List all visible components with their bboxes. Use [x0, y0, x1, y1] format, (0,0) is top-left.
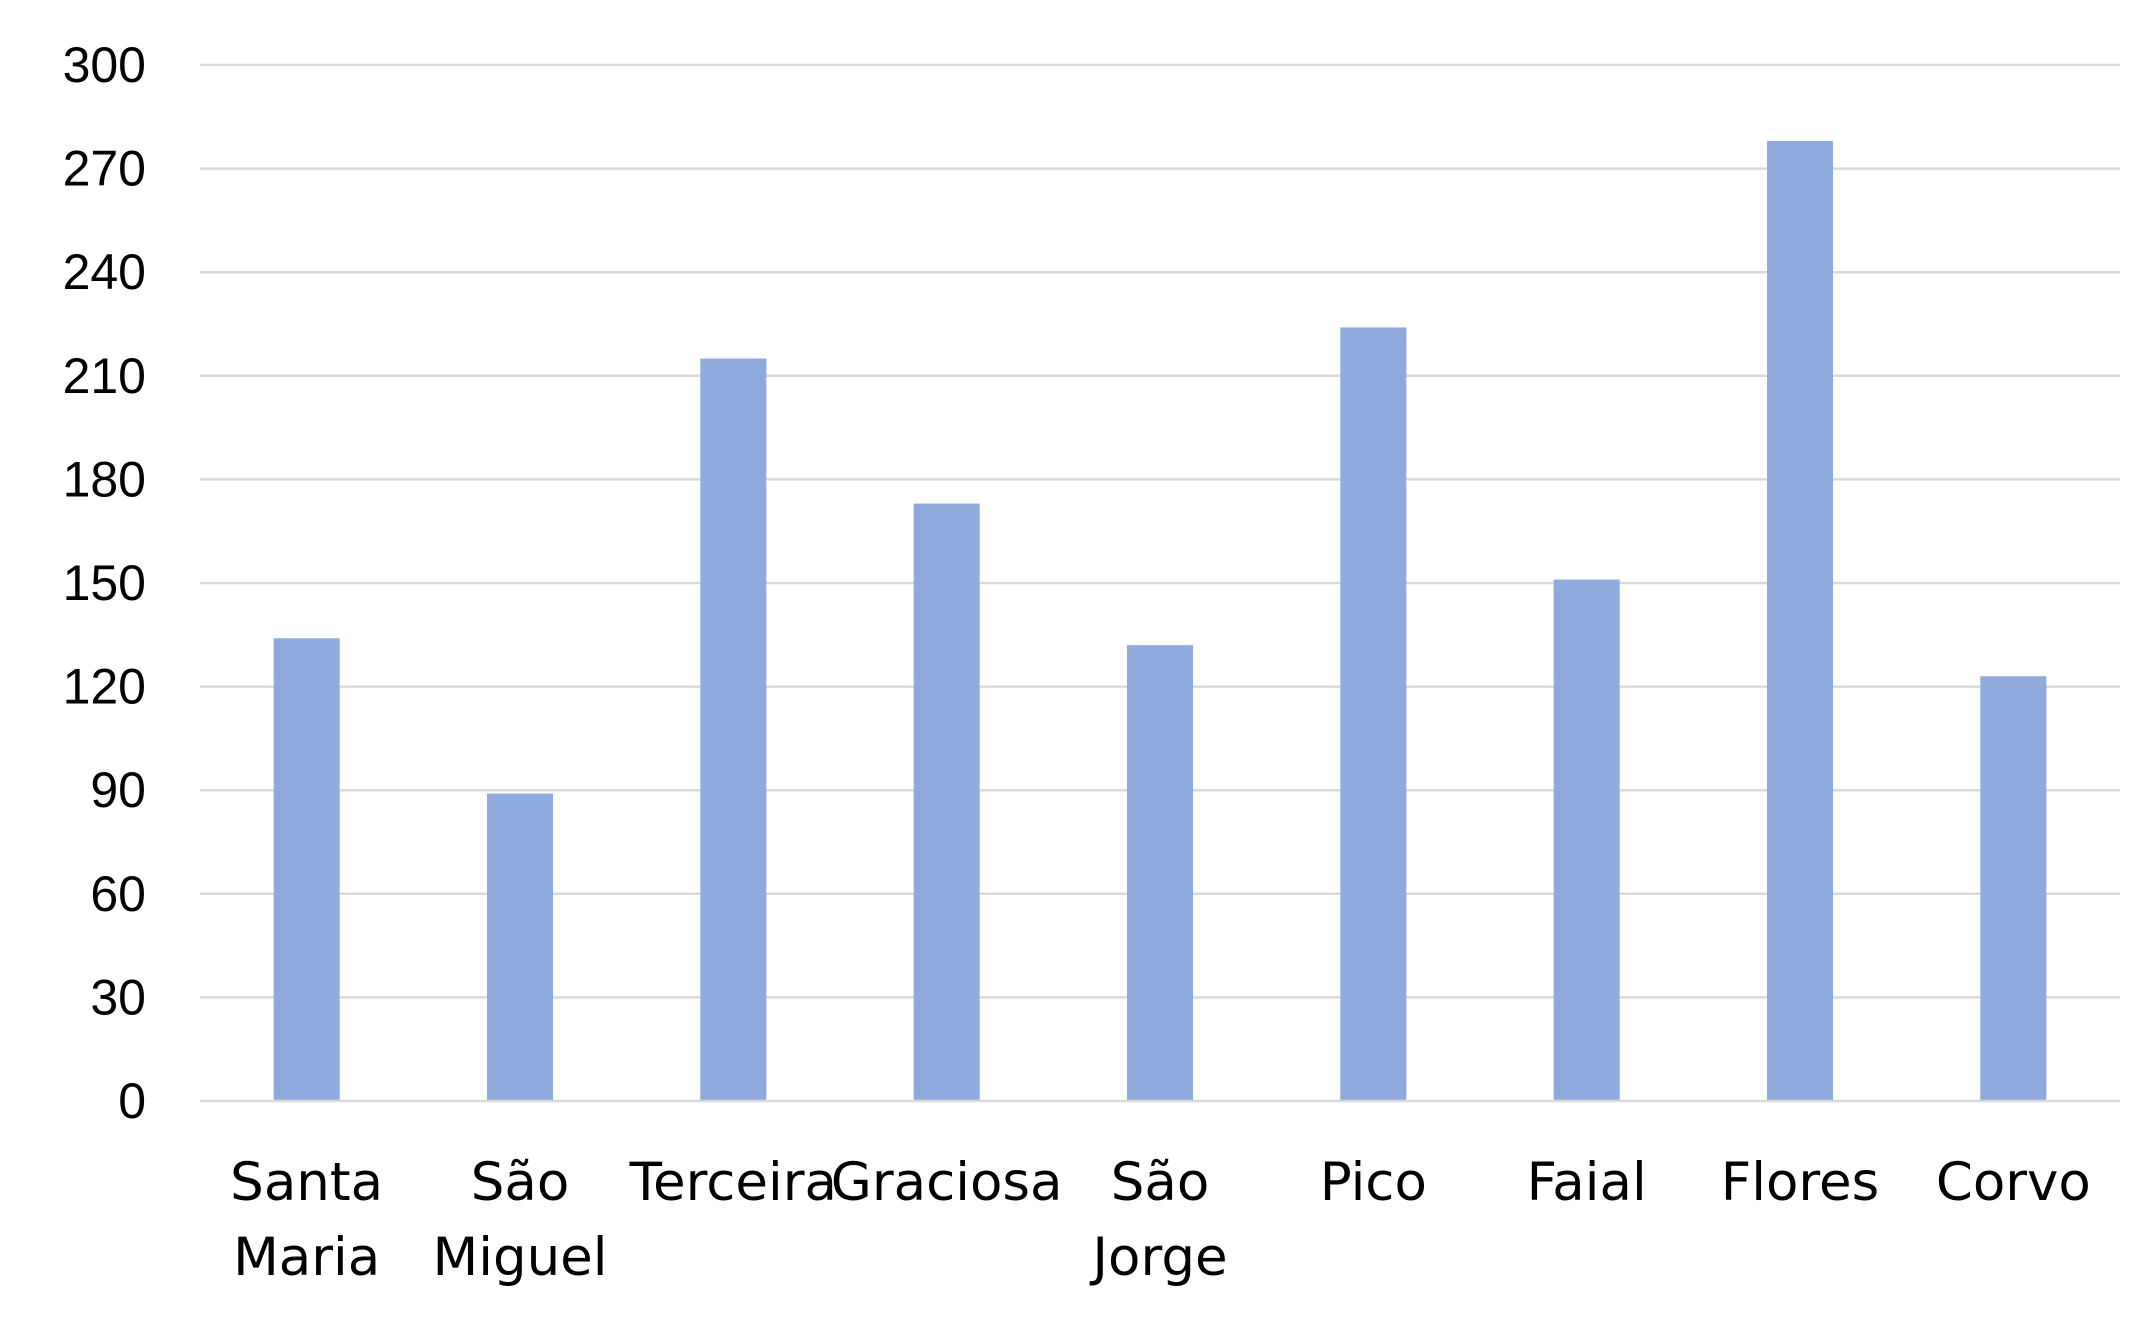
x-tick-label: São Miguel [432, 1152, 607, 1288]
x-tick-label-line: Graciosa [831, 1152, 1063, 1213]
y-tick-label: 180 [63, 451, 146, 507]
x-tick-label-line: São [1111, 1152, 1210, 1213]
y-tick-label: 60 [90, 866, 146, 922]
x-tick-label: Terceira [629, 1152, 837, 1213]
y-tick-label: 120 [63, 659, 146, 715]
x-tick-label: Graciosa [831, 1152, 1063, 1213]
x-tick-label-line: Santa [230, 1152, 383, 1213]
bar [1767, 140, 1833, 1101]
bar [1553, 579, 1620, 1101]
y-tick-label: 300 [63, 37, 146, 93]
x-tick-label-line: Pico [1320, 1152, 1427, 1213]
x-tick-label: Pico [1320, 1152, 1427, 1213]
x-tick-label: Faial [1527, 1152, 1647, 1213]
bar [1340, 327, 1407, 1101]
x-tick-label: São Jorge [1089, 1152, 1227, 1288]
bar [1980, 676, 2047, 1101]
x-tick-label-line: Corvo [1936, 1152, 2091, 1213]
bar [913, 503, 980, 1101]
bar [700, 358, 767, 1101]
x-tick-label-line: São [471, 1152, 570, 1213]
y-tick-label: 150 [63, 555, 146, 611]
x-tick-label-line: Jorge [1089, 1227, 1227, 1288]
bar [487, 793, 553, 1101]
bars [273, 140, 2047, 1101]
x-tick-label-line: Maria [233, 1227, 380, 1288]
x-tick-label-line: Miguel [432, 1227, 607, 1288]
bar [273, 638, 340, 1101]
y-tick-label: 0 [118, 1073, 146, 1129]
x-tick-label-line: Flores [1721, 1152, 1879, 1213]
x-tick-label: Corvo [1936, 1152, 2091, 1213]
y-tick-label: 270 [63, 141, 146, 197]
x-tick-label-line: Terceira [629, 1152, 837, 1213]
y-tick-label: 90 [90, 762, 146, 818]
x-tick-label: Santa Maria [230, 1152, 383, 1288]
y-tick-label: 240 [63, 244, 146, 300]
x-tick-label-line: Faial [1527, 1152, 1647, 1213]
y-tick-label: 30 [90, 969, 146, 1025]
bar [1127, 645, 1193, 1101]
y-axis-tick-labels: 0 30 60 90 120 150 180 210 240 270 300 [63, 37, 146, 1129]
x-tick-label: Flores [1721, 1152, 1879, 1213]
y-tick-label: 210 [63, 348, 146, 404]
